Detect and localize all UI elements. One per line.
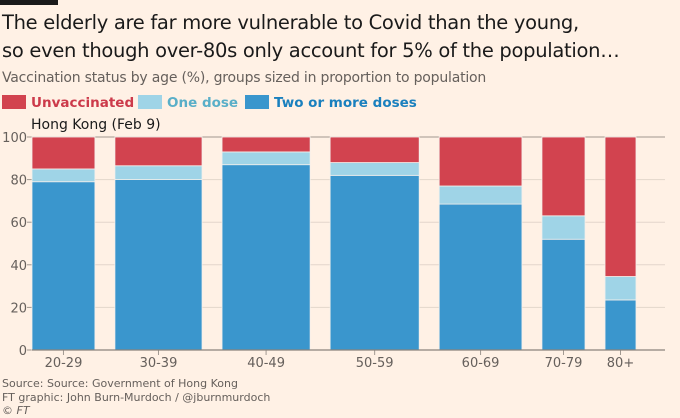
bar-segment-unvaccinated [541,136,586,217]
x-tick-label: 70-79 [545,356,583,371]
y-tick-label: 20 [10,301,27,316]
x-tick-label: 60-69 [462,356,500,371]
title-line-2: so even though over-80s only account for… [2,39,620,62]
legend-item-one-dose: One dose [138,95,238,111]
x-tick-label: 80+ [607,356,634,371]
legend-label: Two or more doses [274,95,417,111]
bar-segment-unvaccinated [31,136,96,170]
x-tick-label: 40-49 [247,356,285,371]
bar-segment-two-or-more-doses [221,164,311,351]
x-tick-label: 20-29 [45,356,83,371]
legend-label: One dose [167,95,239,111]
legend-swatch-two-doses [245,95,269,109]
bar-segment-one-dose [114,165,203,181]
bar-segment-unvaccinated [604,136,637,277]
bar-segment-one-dose [604,276,637,301]
y-tick-label: 100 [2,131,27,146]
panel-title: Hong Kong (Feb 9) [31,117,161,133]
y-tick-label: 0 [19,344,27,359]
bar-segment-unvaccinated [221,136,311,153]
y-tick-label: 60 [10,216,27,231]
y-tick-label: 80 [10,174,27,189]
bar-segment-one-dose [31,168,96,183]
source-note: Source: Source: Government of Hong Kong [2,377,238,390]
x-tick-label: 30-39 [140,356,178,371]
bar-segment-two-or-more-doses [114,179,203,351]
legend-item-unvaccinated: Unvaccinated [2,95,134,111]
bar-segment-two-or-more-doses [604,299,637,351]
x-tick-label: 50-59 [356,356,394,371]
bar-segment-two-or-more-doses [31,181,96,351]
bar-segment-one-dose [221,151,311,166]
bar-segment-unvaccinated [438,136,523,187]
bar-segment-two-or-more-doses [329,174,420,351]
title-line-1: The elderly are far more vulnerable to C… [2,11,579,34]
ft-brand-bar [0,0,58,5]
chart-subtitle: Vaccination status by age (%), groups si… [2,70,487,86]
legend-label: Unvaccinated [31,95,135,111]
copyright: © FT [2,404,30,417]
bar-segment-two-or-more-doses [438,203,523,351]
bar-segment-unvaccinated [114,136,203,167]
legend-item-two-doses: Two or more doses [245,95,417,111]
legend-swatch-unvaccinated [2,95,26,109]
bar-segment-unvaccinated [329,136,420,163]
bar-segment-one-dose [329,162,420,176]
bar-segment-one-dose [438,185,523,205]
legend-swatch-one-dose [138,95,162,109]
y-tick-label: 40 [10,259,27,274]
credit-note: FT graphic: John Burn-Murdoch / @jburnmu… [2,391,271,404]
bar-segment-one-dose [541,215,586,240]
chart-title: The elderly are far more vulnerable to C… [2,9,620,65]
bar-segment-two-or-more-doses [541,238,586,351]
